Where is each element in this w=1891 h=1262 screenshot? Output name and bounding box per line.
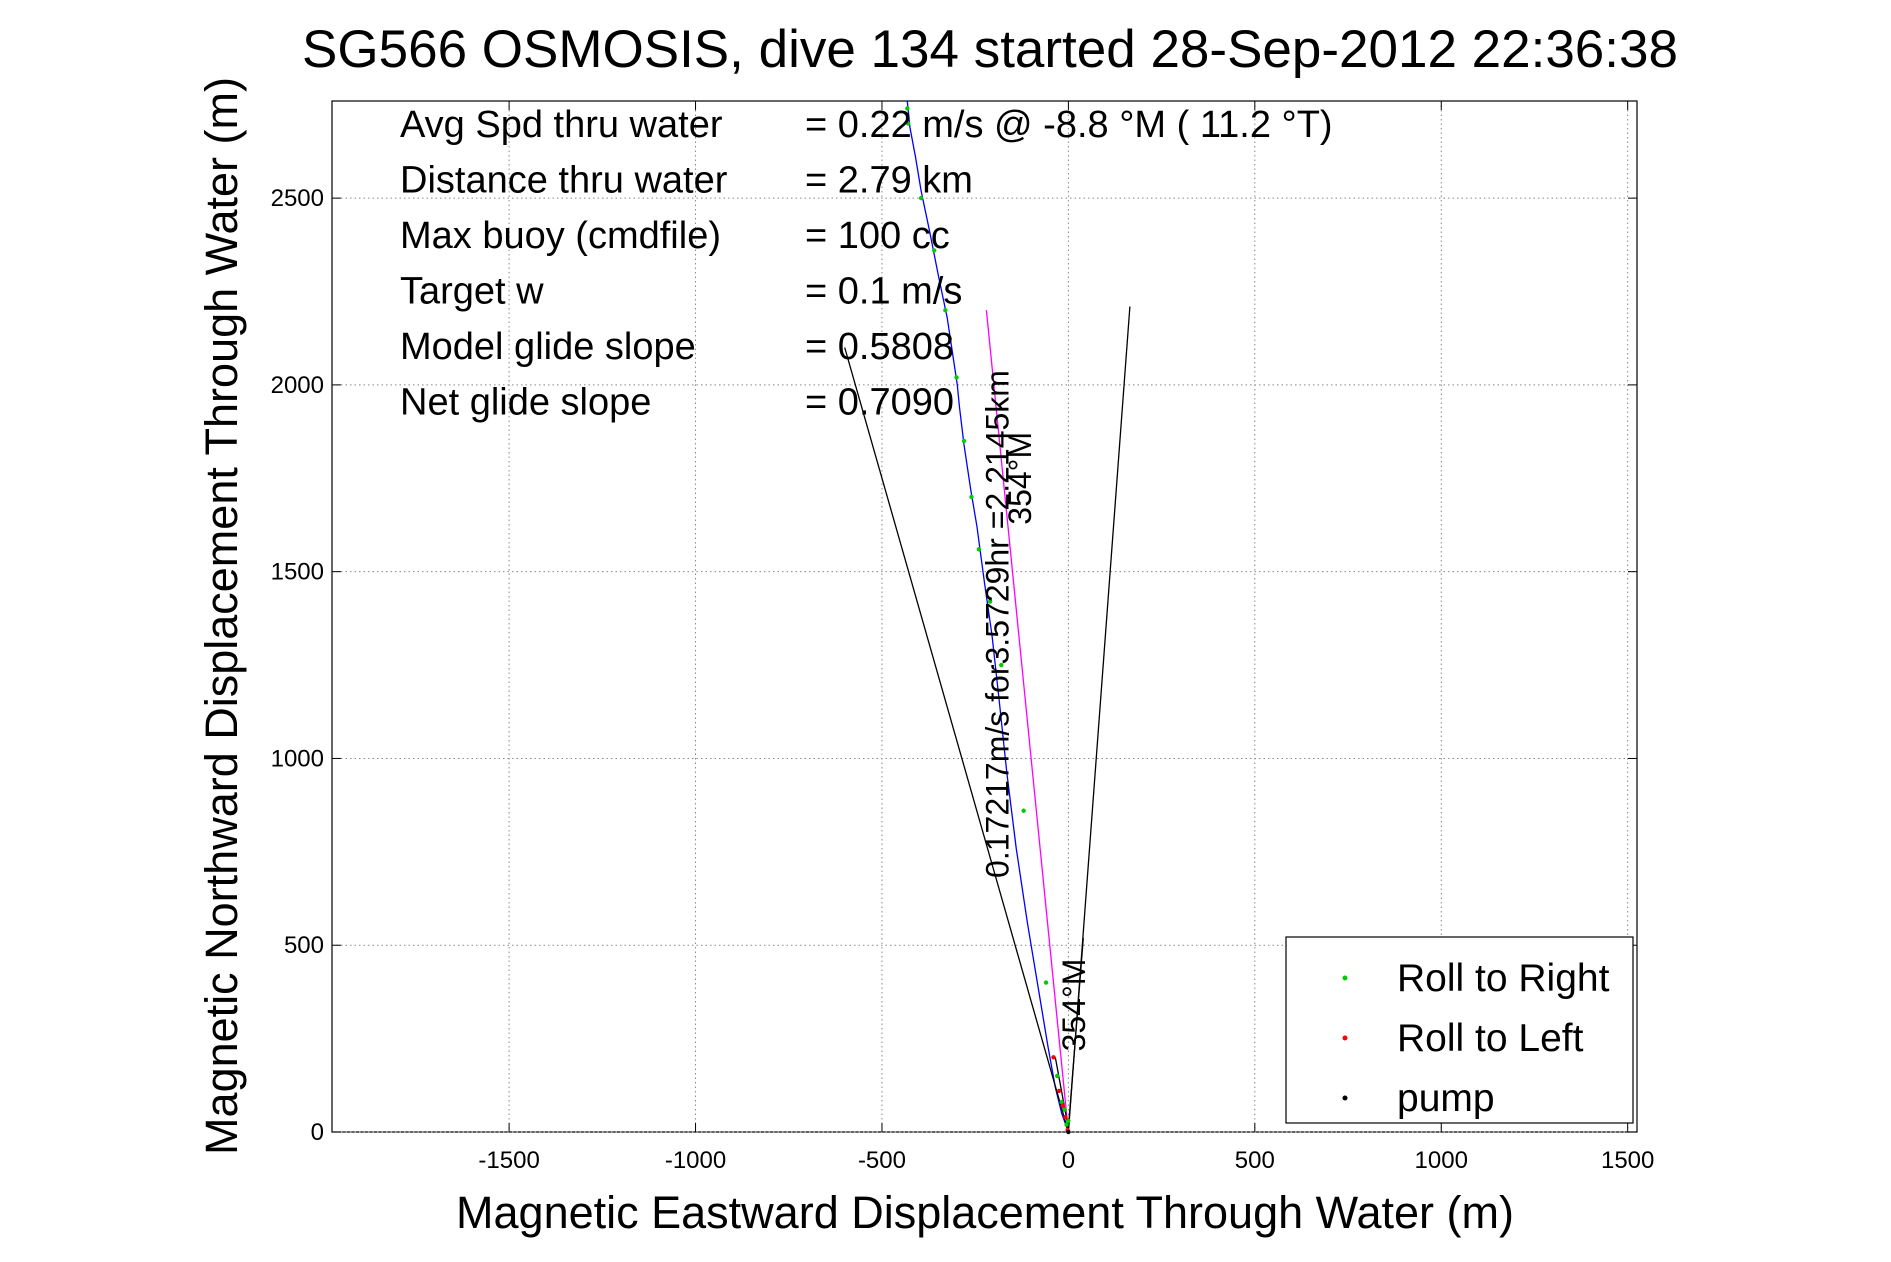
chart-title: SG566 OSMOSIS, dive 134 started 28-Sep-2… — [302, 20, 1678, 79]
point-roll-right — [943, 307, 948, 313]
stat-value: = 0.5808 — [805, 326, 954, 368]
series-layer — [844, 100, 1131, 1133]
stat-label: Distance thru water — [400, 160, 728, 202]
stat-label: Avg Spd thru water — [400, 104, 723, 146]
stat-value: = 0.7090 — [805, 382, 954, 424]
point-roll-right — [905, 121, 911, 126]
legend-label: Roll to Left — [1397, 1017, 1584, 1060]
x-tick-label: -1500 — [478, 1147, 539, 1174]
legend-marker — [1342, 1035, 1348, 1041]
legend-marker — [1342, 975, 1348, 981]
point-roll-right — [1043, 980, 1049, 985]
y-tick-label: 1000 — [271, 745, 324, 772]
point-roll-left — [1063, 1114, 1068, 1120]
stat-label: Max buoy (cmdfile) — [400, 215, 721, 257]
point-roll-right — [1066, 1118, 1071, 1123]
series-line-bound-left — [844, 347, 1070, 1133]
point-roll-right — [1021, 808, 1026, 813]
x-tick-label: 1000 — [1415, 1147, 1468, 1174]
stat-value: = 0.22 m/s @ -8.8 °M ( 11.2 °T) — [805, 104, 1333, 146]
stat-label: Model glide slope — [400, 326, 696, 368]
stat-label: Target w — [400, 271, 544, 313]
y-tick-label: 1500 — [271, 559, 324, 586]
point-roll-right — [969, 494, 974, 500]
annotation-text: 0.17217m/s for3.5729hr =2.2145km — [980, 370, 1016, 878]
point-roll-right — [999, 662, 1004, 668]
point-roll-right — [976, 547, 982, 552]
point-roll-right — [961, 438, 967, 444]
annotation-text: 354°M — [1056, 959, 1092, 1052]
point-roll-right — [1064, 1122, 1069, 1127]
annotations: 0.17217m/s for3.5729hr =2.2145km354°M354… — [980, 370, 1092, 1051]
annotation-text: 354°M — [1002, 432, 1038, 525]
grid — [332, 101, 1637, 1133]
y-axis-label: Magnetic Northward Displacement Through … — [196, 77, 247, 1155]
series-line-planned-course — [985, 310, 1070, 1133]
x-axis-label: Magnetic Eastward Displacement Through W… — [456, 1187, 1514, 1238]
series-line-track — [906, 100, 1070, 1133]
legend: Roll to Right Roll to Left pump — [1285, 936, 1634, 1124]
x-tick-label: 1500 — [1601, 1147, 1654, 1174]
stat-value: = 100 cc — [805, 215, 950, 257]
x-tick-label: -1000 — [665, 1147, 726, 1174]
legend-box — [1285, 936, 1634, 1124]
point-roll-right — [1059, 1099, 1064, 1105]
ticks: -1500 -1000 -500 0 500 1000 1500 0 500 1000 1500 20… — [271, 101, 1654, 1174]
x-tick-label: 0 — [1062, 1147, 1075, 1174]
point-roll-right — [905, 106, 910, 111]
point-roll-left — [1051, 1055, 1056, 1060]
legend-label: pump — [1397, 1077, 1495, 1120]
point-roll-right — [918, 195, 924, 201]
point-roll-right — [954, 375, 959, 380]
point-roll-right — [1062, 1107, 1067, 1112]
point-roll-right — [931, 248, 937, 253]
x-tick-label: -500 — [858, 1147, 906, 1174]
point-pump — [1066, 1129, 1071, 1135]
y-tick-label: 2500 — [271, 185, 324, 212]
legend-label: Roll to Right — [1397, 957, 1610, 1000]
point-roll-left — [1056, 1088, 1062, 1094]
point-roll-right — [1055, 1073, 1060, 1079]
legend-marker — [1342, 1095, 1348, 1101]
y-tick-label: 2000 — [271, 372, 324, 399]
y-tick-label: 500 — [284, 932, 324, 959]
point-roll-left — [1060, 1103, 1066, 1109]
stats-block: Avg Spd thru water = 0.22 m/s @ -8.8 °M (… — [400, 104, 1333, 424]
points-layer — [905, 106, 1071, 1135]
stat-value: = 0.1 m/s — [805, 271, 962, 313]
point-roll-right — [987, 599, 993, 604]
y-tick-label: 0 — [311, 1119, 324, 1146]
x-tick-label: 500 — [1235, 1147, 1275, 1174]
stat-label: Net glide slope — [400, 382, 651, 424]
stat-value: = 2.79 km — [805, 160, 973, 202]
